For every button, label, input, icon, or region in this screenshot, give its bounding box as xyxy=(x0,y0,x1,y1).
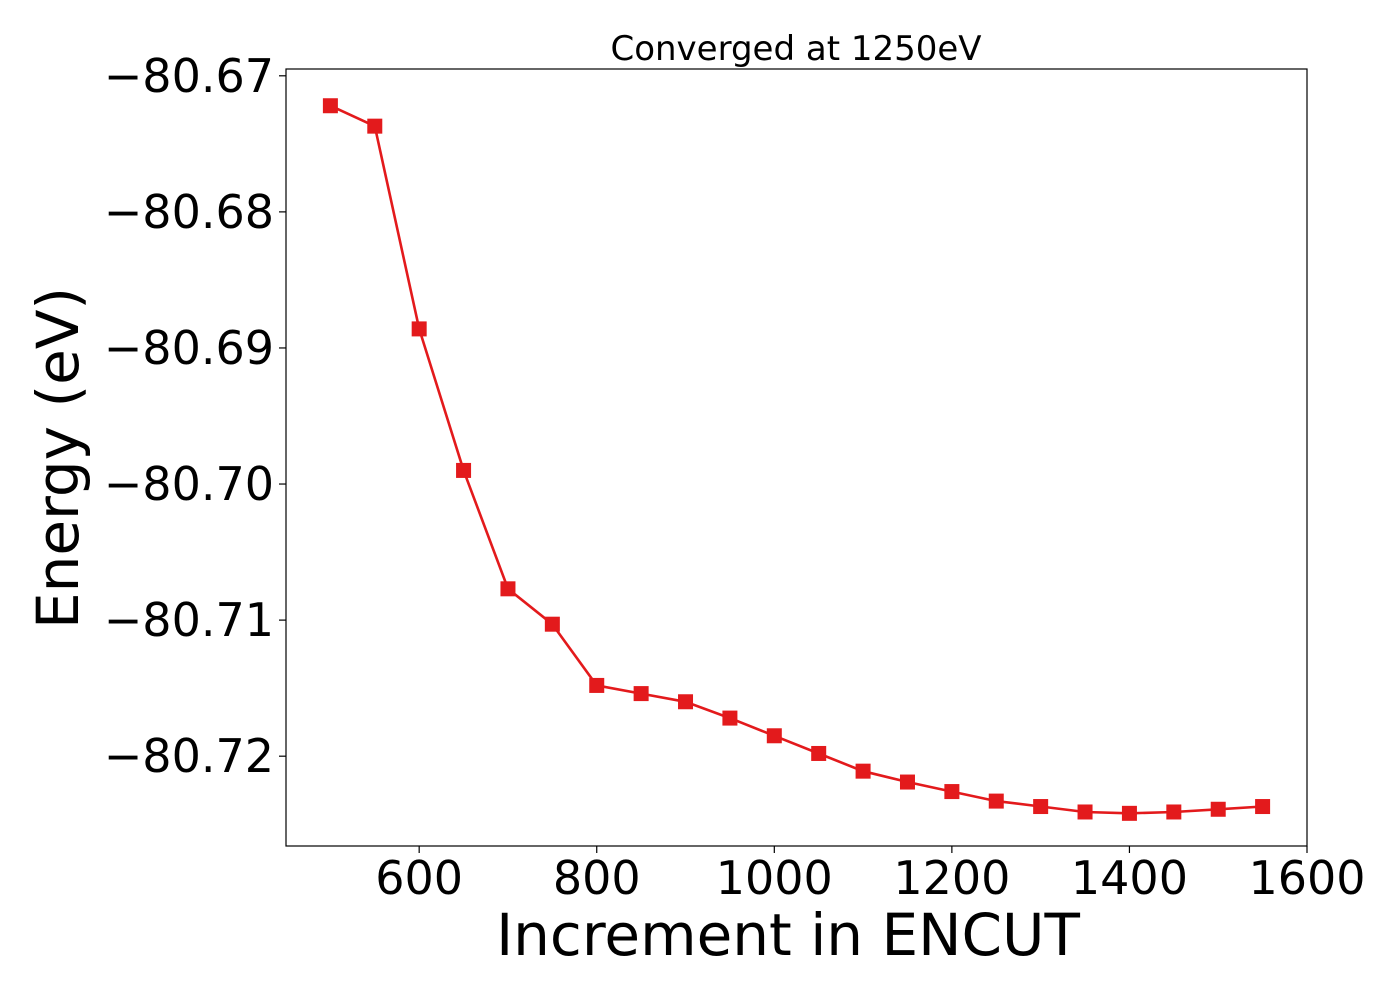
data-point-marker xyxy=(1255,799,1271,815)
x-tick-label: 1200 xyxy=(893,851,1010,905)
data-point-marker xyxy=(722,710,738,726)
y-tick-label: −80.69 xyxy=(104,321,274,375)
data-point-marker xyxy=(456,462,472,478)
data-point-marker xyxy=(633,686,649,702)
data-point-marker xyxy=(1033,799,1049,815)
data-point-marker xyxy=(988,793,1004,809)
data-point-marker xyxy=(766,728,782,744)
chart-title: Converged at 1250eV xyxy=(610,29,981,69)
x-tick-label: 1600 xyxy=(1248,851,1365,905)
data-point-marker xyxy=(322,98,338,114)
data-point-marker xyxy=(1077,804,1093,820)
data-point-marker xyxy=(500,581,516,597)
data-point-marker xyxy=(811,745,827,761)
data-point-marker xyxy=(544,616,560,632)
y-tick-label: −80.70 xyxy=(104,457,274,511)
y-tick-label: −80.71 xyxy=(104,593,274,647)
y-tick-label: −80.72 xyxy=(104,729,274,783)
data-point-marker xyxy=(589,677,605,693)
data-point-marker xyxy=(678,694,694,710)
series-line xyxy=(329,104,1263,815)
data-point-marker xyxy=(855,763,871,779)
x-axis-label: Increment in ENCUT xyxy=(496,901,1080,969)
data-point-marker xyxy=(944,784,960,800)
y-tick-label: −80.67 xyxy=(104,49,274,103)
x-tick-label: 1000 xyxy=(716,851,833,905)
x-tick-label: 600 xyxy=(375,851,463,905)
data-point-marker xyxy=(899,774,915,790)
data-point-marker xyxy=(367,118,383,134)
x-tick-label: 1400 xyxy=(1071,851,1188,905)
series-layer xyxy=(322,98,1271,821)
x-tick-label: 800 xyxy=(553,851,641,905)
x-axis: 600 800 1000 1200 1400 1600 xyxy=(375,846,1366,905)
plot-area-frame xyxy=(285,68,1308,847)
data-point-marker xyxy=(1166,804,1182,820)
data-point-marker xyxy=(1121,805,1137,821)
data-point-marker xyxy=(411,321,427,337)
y-tick-label: −80.68 xyxy=(104,185,274,239)
y-axis-label: Energy (eV) xyxy=(24,287,92,629)
data-point-marker xyxy=(1210,801,1226,817)
y-axis: −80.67 −80.68 −80.69 −80.70 −80.71 −80.72 xyxy=(104,49,286,783)
